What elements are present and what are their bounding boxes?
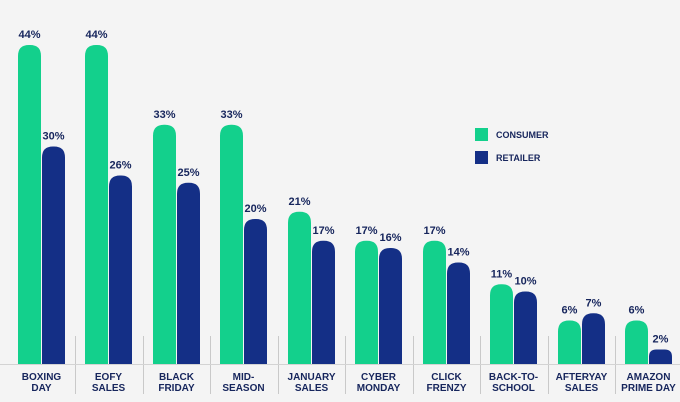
bar-consumer	[85, 45, 108, 364]
value-label-retailer: 16%	[379, 232, 401, 244]
value-label-retailer: 17%	[312, 225, 334, 237]
category-label: EOFY SALES	[92, 372, 126, 394]
value-labels: 44%30%44%26%33%25%33%20%21%17% 17%16%17%1…	[18, 29, 668, 346]
value-label-consumer: 21%	[288, 196, 310, 208]
value-label-retailer: 25%	[177, 167, 199, 179]
value-label-retailer: 26%	[109, 160, 131, 172]
bar-consumer	[355, 240, 378, 364]
bar-consumer	[288, 211, 311, 364]
category-label: MID-SEASON	[222, 372, 264, 394]
category-label: CYBER MONDAY	[357, 372, 401, 394]
legend-label-consumer: CONSUMER	[496, 130, 549, 140]
value-label-consumer: 44%	[85, 29, 107, 41]
bar-consumer	[18, 45, 41, 364]
bar-consumer	[490, 284, 513, 364]
bar-retailer	[109, 175, 132, 364]
category-label: BOXING DAY	[22, 372, 62, 394]
bar-retailer	[582, 313, 605, 364]
value-label-consumer: 11%	[491, 268, 513, 280]
bar-retailer	[649, 349, 672, 364]
value-label-consumer: 33%	[220, 109, 242, 121]
bar-consumer	[625, 320, 648, 364]
category-label: JANUARY SALES	[288, 372, 336, 394]
value-label-retailer: 30%	[42, 131, 64, 143]
legend-swatch-retailer	[475, 151, 488, 164]
value-label-retailer: 2%	[653, 334, 669, 346]
category-label: AFTERYAY SALES	[556, 372, 608, 394]
value-label-consumer: 6%	[562, 305, 578, 317]
bar-retailer	[447, 262, 470, 364]
legend-swatch-consumer	[475, 128, 488, 141]
value-label-retailer: 14%	[447, 247, 469, 259]
value-label-retailer: 10%	[514, 276, 536, 288]
category-labels: BOXING DAY EOFY SALES BLACK FRIDAY MID-SEASON J…	[22, 372, 676, 394]
value-label-retailer: 20%	[244, 203, 266, 215]
bar-retailer	[177, 182, 200, 364]
bar-retailer	[244, 219, 267, 364]
value-label-consumer: 17%	[423, 225, 445, 237]
value-label-consumer: 33%	[153, 109, 175, 121]
category-label: CLICK FRENZY	[427, 372, 467, 394]
bar-retailer	[312, 240, 335, 364]
bar-consumer	[153, 124, 176, 364]
bar-retailer	[42, 146, 65, 364]
legend: CONSUMER RETAILER	[475, 128, 549, 164]
value-label-consumer: 17%	[355, 225, 377, 237]
bar-consumer	[423, 240, 446, 364]
bar-consumer	[558, 320, 581, 364]
value-label-consumer: 44%	[18, 29, 40, 41]
value-label-consumer: 6%	[629, 305, 645, 317]
legend-label-retailer: RETAILER	[496, 153, 541, 163]
category-label: AMAZON PRIME DAY	[621, 372, 676, 394]
value-label-retailer: 7%	[586, 297, 602, 309]
bar-retailer	[514, 291, 537, 364]
bar-retailer	[379, 248, 402, 364]
category-label: BLACK FRIDAY	[158, 372, 195, 394]
category-label: BACK-TO-SCHOOL	[489, 372, 538, 394]
bar-consumer	[220, 124, 243, 364]
bars	[18, 45, 672, 364]
